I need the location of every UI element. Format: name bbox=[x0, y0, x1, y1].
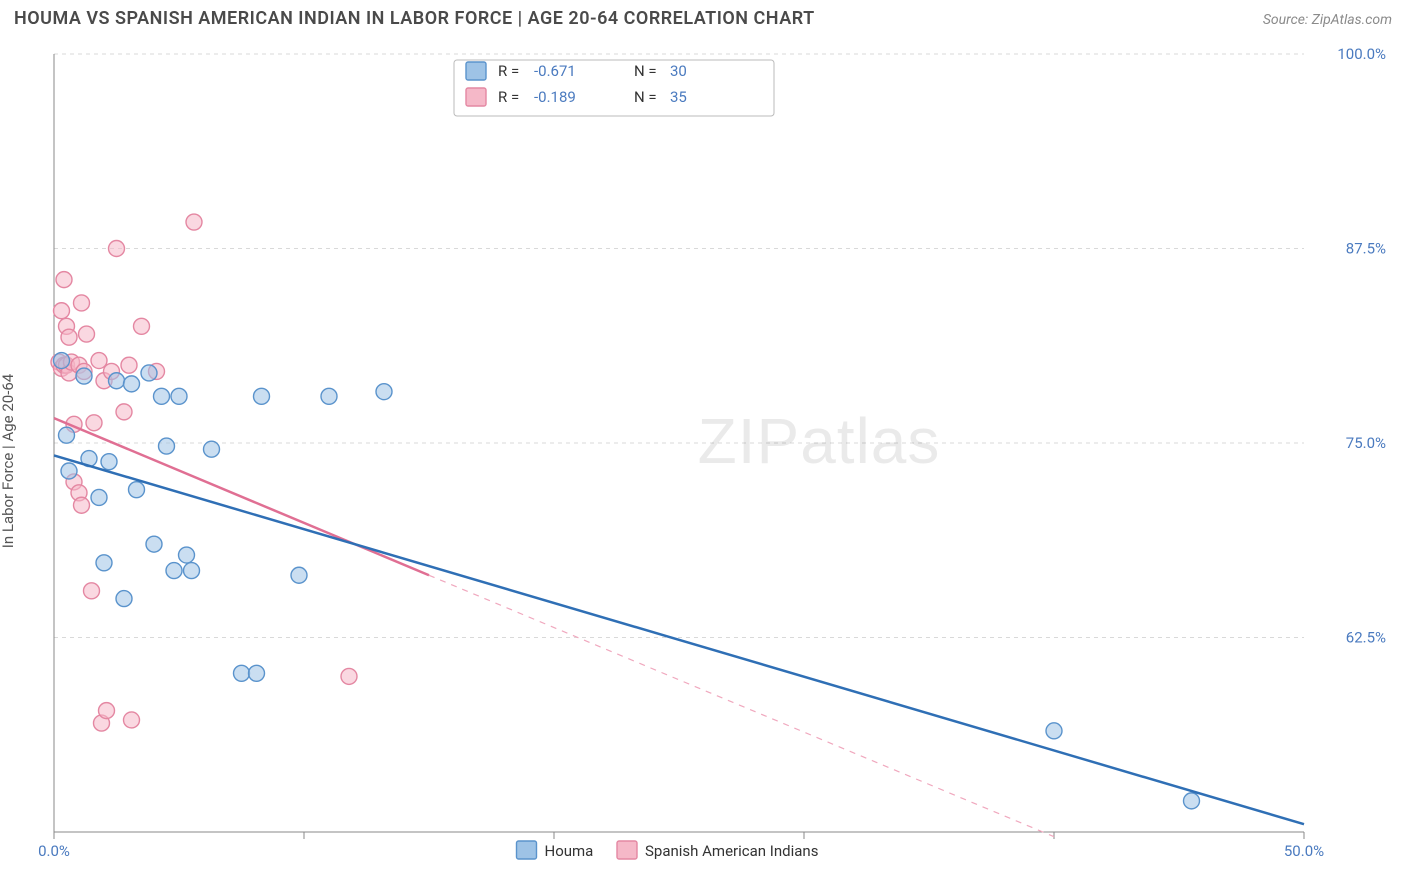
data-point bbox=[234, 665, 250, 681]
y-tick-label: 87.5% bbox=[1346, 240, 1386, 258]
data-point bbox=[54, 353, 70, 369]
y-tick-label: 62.5% bbox=[1346, 629, 1386, 647]
data-point bbox=[91, 489, 107, 505]
data-point bbox=[74, 497, 90, 513]
data-point bbox=[109, 373, 125, 389]
y-tick-label: 100.0% bbox=[1337, 45, 1386, 63]
legend-r-label: R = bbox=[498, 88, 519, 106]
data-point bbox=[56, 272, 72, 288]
data-point bbox=[166, 563, 182, 579]
data-point bbox=[134, 318, 150, 334]
data-point bbox=[1046, 723, 1062, 739]
y-tick-label: 75.0% bbox=[1346, 434, 1386, 452]
legend-r-value: -0.189 bbox=[534, 88, 576, 106]
legend-r-value: -0.671 bbox=[534, 62, 576, 80]
legend-swatch bbox=[466, 62, 486, 80]
data-point bbox=[171, 388, 187, 404]
x-tick-label: 0.0% bbox=[38, 842, 70, 860]
data-point bbox=[321, 388, 337, 404]
x-tick-label: 50.0% bbox=[1284, 842, 1324, 860]
data-point bbox=[74, 295, 90, 311]
legend-swatch bbox=[466, 88, 486, 106]
data-point bbox=[124, 376, 140, 392]
legend-series-label: Spanish American Indians bbox=[645, 842, 818, 860]
trend-line-dashed bbox=[429, 575, 1054, 836]
legend-n-label: N = bbox=[634, 62, 657, 80]
data-point bbox=[61, 329, 77, 345]
chart-title: HOUMA VS SPANISH AMERICAN INDIAN IN LABO… bbox=[14, 8, 815, 29]
data-point bbox=[376, 384, 392, 400]
data-point bbox=[249, 665, 265, 681]
data-point bbox=[204, 441, 220, 457]
data-point bbox=[341, 668, 357, 684]
data-point bbox=[179, 547, 195, 563]
data-point bbox=[84, 583, 100, 599]
data-point bbox=[146, 536, 162, 552]
data-point bbox=[101, 454, 117, 470]
data-point bbox=[54, 303, 70, 319]
data-point bbox=[159, 438, 175, 454]
data-point bbox=[1184, 793, 1200, 809]
source-credit: Source: ZipAtlas.com bbox=[1263, 12, 1392, 28]
data-point bbox=[154, 388, 170, 404]
correlation-legend: R = -0.671 N = 30 R = -0.189 N = 35 bbox=[454, 60, 774, 116]
legend-n-value: 35 bbox=[670, 88, 687, 106]
data-point bbox=[116, 591, 132, 607]
trend-line bbox=[54, 418, 429, 575]
y-axis-label: In Labor Force | Age 20-64 bbox=[0, 374, 17, 548]
data-point bbox=[76, 368, 92, 384]
legend-swatch bbox=[517, 841, 537, 859]
legend-n-value: 30 bbox=[670, 62, 687, 80]
data-point bbox=[61, 463, 77, 479]
legend-swatch bbox=[617, 841, 637, 859]
data-point bbox=[109, 241, 125, 257]
data-point bbox=[124, 712, 140, 728]
data-point bbox=[129, 482, 145, 498]
legend-series-label: Houma bbox=[545, 842, 594, 860]
trend-line bbox=[54, 455, 1304, 824]
data-point bbox=[291, 567, 307, 583]
data-point bbox=[96, 555, 112, 571]
data-point bbox=[116, 404, 132, 420]
legend-n-label: N = bbox=[634, 88, 657, 106]
data-point bbox=[79, 326, 95, 342]
data-point bbox=[254, 388, 270, 404]
data-point bbox=[184, 563, 200, 579]
data-point bbox=[141, 365, 157, 381]
header: HOUMA VS SPANISH AMERICAN INDIAN IN LABO… bbox=[0, 0, 1406, 35]
data-point bbox=[86, 415, 102, 431]
data-point bbox=[186, 214, 202, 230]
legend-r-label: R = bbox=[498, 62, 519, 80]
data-point bbox=[59, 427, 75, 443]
chart-container: In Labor Force | Age 20-64 ZIPatlas62.5%… bbox=[14, 44, 1392, 878]
scatter-chart: ZIPatlas 62.5% 75.0% 87.5% 100.0% 0.0% 50.0% R … bbox=[14, 44, 1392, 878]
data-point bbox=[121, 357, 137, 373]
watermark: ZIPatlas bbox=[698, 405, 941, 477]
data-point bbox=[99, 703, 115, 719]
